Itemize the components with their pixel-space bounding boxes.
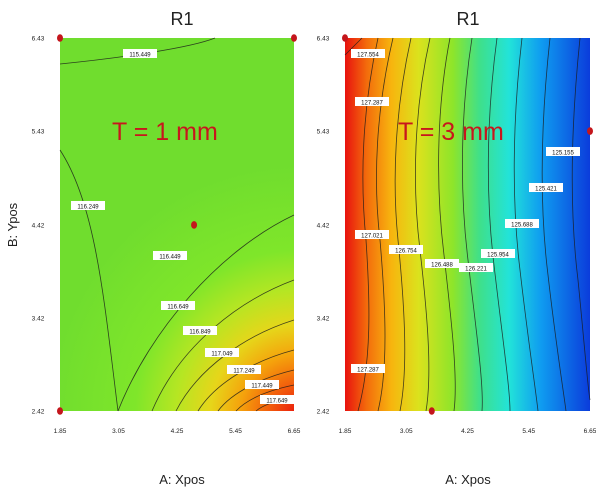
chart2-title: R1 — [456, 9, 479, 29]
chart1-contour-label: 116.449 — [159, 255, 181, 261]
chart2-contour-label: 127.554 — [357, 53, 379, 59]
chart2-x-tick-label: 3.05 — [400, 428, 413, 435]
chart2-contour-line — [438, 37, 456, 412]
chart1-contour-label: 116.849 — [189, 330, 211, 336]
chart2-contour-label: 125.954 — [487, 253, 509, 259]
chart2-y-tick-label: 2.42 — [317, 409, 330, 416]
chart2-y-tick-label: 4.42 — [317, 222, 330, 229]
chart1-design-point — [191, 221, 198, 229]
chart2-x-tick-label: 4.25 — [461, 428, 474, 435]
chart2-contour-label: 126.488 — [431, 263, 453, 269]
chart2-contour-label: 127.287 — [357, 368, 379, 374]
chart2-contour-line — [462, 37, 483, 412]
chart2-x-ticks: 1.85 3.05 4.25 5.45 6.65 — [339, 428, 596, 435]
chart2-design-point — [587, 127, 593, 135]
chart1-y-tick-label: 4.42 — [32, 222, 45, 229]
chart1-contour-line — [117, 214, 295, 412]
chart1-contour-label: 115.449 — [129, 53, 151, 59]
chart1-x-axis-label: A: Xpos — [159, 472, 205, 487]
chart1-y-tick-label: 3.42 — [32, 315, 45, 322]
chart1-contour-label: 117.449 — [251, 384, 273, 390]
chart1-contour-label: 117.249 — [233, 369, 255, 375]
chart2-contour-line — [541, 37, 567, 412]
chart2-contour-line — [394, 37, 412, 412]
chart1-design-points — [57, 34, 297, 415]
chart2-contour-label: 127.021 — [361, 234, 383, 240]
chart2-y-tick-label: 3.42 — [317, 315, 330, 322]
chart2-x-axis-label: A: Xpos — [445, 472, 491, 487]
chart2-annotation: T = 3 mm — [398, 118, 504, 146]
chart2-x-tick-label: 6.65 — [584, 428, 596, 435]
chart1-x-tick-label: 6.65 — [288, 428, 301, 435]
chart2-contour-line — [513, 37, 539, 412]
chart1-x-tick-label: 3.05 — [112, 428, 125, 435]
chart2-design-point — [428, 407, 435, 415]
chart2-design-points — [342, 34, 593, 415]
chart2-contour-label: 127.287 — [361, 101, 383, 107]
chart1-y-ticks: 2.42 3.42 4.42 5.43 6.43 — [32, 36, 45, 416]
chart1-contour-labels: 115.449 116.249 116.449 116.649 116.849 … — [71, 49, 294, 405]
chart2-contour-label: 125.155 — [552, 151, 574, 157]
chart2-contour-label: 125.421 — [535, 187, 557, 193]
chart2-design-point — [342, 34, 348, 42]
chart2-contour-line — [571, 37, 591, 401]
chart1-x-ticks: 1.85 3.05 4.25 5.45 6.65 — [54, 428, 301, 435]
chart2-contour-label: 126.221 — [465, 267, 487, 273]
chart2-contour-labels: 127.554 127.287 127.021 126.754 126.488 … — [351, 49, 580, 374]
chart2-y-tick-label: 5.43 — [317, 129, 330, 136]
chart1-y-tick-label: 2.42 — [32, 409, 45, 416]
chart2-y-tick-label: 6.43 — [317, 36, 330, 43]
chart1-contour-label: 116.649 — [167, 305, 189, 311]
chart2-y-ticks: 2.42 3.42 4.42 5.43 6.43 — [317, 36, 330, 416]
chart2-contour-label: 125.688 — [511, 223, 533, 229]
chart1-y-tick-label: 5.43 — [32, 129, 45, 136]
chart1-contour-line — [59, 149, 119, 412]
chart1-x-tick-label: 1.85 — [54, 428, 67, 435]
chart1-design-point — [291, 34, 297, 42]
chart1-y-axis-label: B: Ypos — [5, 202, 20, 247]
chart2-contour-label: 126.754 — [395, 249, 417, 255]
chart2-contour-line — [487, 37, 511, 412]
chart1-annotation: T = 1 mm — [112, 118, 218, 146]
chart2-x-tick-label: 5.45 — [522, 428, 535, 435]
chart2-x-tick-label: 1.85 — [339, 428, 352, 435]
chart2-plot-area — [345, 38, 590, 411]
chart1-plot-area — [60, 38, 294, 411]
chart2-contour-line — [344, 37, 363, 56]
chart1-y-tick-label: 6.43 — [32, 36, 45, 43]
chart1-title: R1 — [170, 9, 193, 29]
chart1-design-point — [57, 34, 63, 42]
chart1-contour-label: 117.649 — [266, 399, 288, 405]
chart1-contour-label: 116.249 — [77, 205, 99, 211]
chart1-contour-label: 117.049 — [211, 352, 233, 358]
chart1-design-point — [57, 407, 63, 415]
chart1-x-tick-label: 4.25 — [171, 428, 184, 435]
chart1-x-tick-label: 5.45 — [229, 428, 242, 435]
